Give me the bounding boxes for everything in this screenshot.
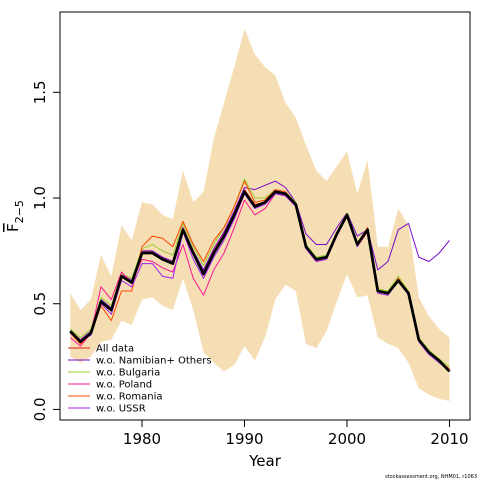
y-tick-label: 1.5 bbox=[31, 80, 49, 104]
y-tick-label: 0.0 bbox=[31, 398, 49, 422]
series-line-w-o-ussr bbox=[70, 193, 450, 372]
footer-credit: stockassessment.org, NHM01, r1063 bbox=[385, 474, 477, 480]
legend-item-w-o-romania: w.o. Romania bbox=[68, 392, 162, 403]
y-tick-label: 1.0 bbox=[31, 186, 49, 210]
legend-label: w.o. Bulgaria bbox=[96, 368, 160, 379]
legend-item-all-data: All data bbox=[68, 344, 134, 355]
x-tick-label: 2000 bbox=[328, 430, 366, 448]
x-tick-label: 1990 bbox=[225, 430, 263, 448]
y-axis-title-base: F bbox=[4, 223, 22, 232]
series-line-w-o-bulgaria bbox=[69, 178, 450, 368]
y-tick-label: 0.5 bbox=[31, 292, 49, 316]
legend-item-w-o-bulgaria: w.o. Bulgaria bbox=[68, 368, 160, 379]
y-axis-title-subscript: 2−5 bbox=[13, 200, 26, 223]
legend-label: w.o. Namibian+ Others bbox=[96, 356, 212, 367]
x-tick-label: 2010 bbox=[430, 430, 468, 448]
x-axis: 1980 1990 2000 2010 bbox=[123, 419, 469, 448]
legend-label: All data bbox=[96, 344, 134, 355]
x-axis-title: Year bbox=[248, 452, 282, 470]
confidence-band-area bbox=[70, 28, 450, 402]
y-axis-title: F2−5 bbox=[4, 200, 26, 232]
y-axis-title-text: F2−5 bbox=[4, 200, 26, 232]
series-lines bbox=[69, 178, 451, 373]
legend-label: w.o. USSR bbox=[96, 404, 146, 415]
y-axis: 0.0 0.5 1.0 1.5 bbox=[31, 80, 61, 422]
legend-item-w-o-poland: w.o. Poland bbox=[68, 380, 152, 391]
legend-label: w.o. Poland bbox=[96, 380, 152, 391]
confidence-band bbox=[70, 28, 450, 402]
legend-item-w-o-namibian-others: w.o. Namibian+ Others bbox=[68, 356, 212, 367]
legend-item-w-o-ussr: w.o. USSR bbox=[68, 404, 146, 415]
x-tick-label: 1980 bbox=[123, 430, 161, 448]
series-line-estimate-overlay bbox=[69, 190, 451, 373]
legend-label: w.o. Romania bbox=[96, 392, 162, 403]
